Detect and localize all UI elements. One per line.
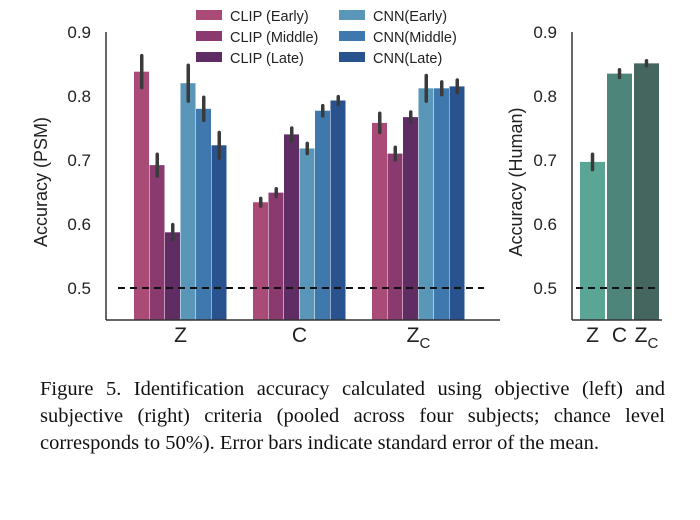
- bar: [284, 134, 299, 320]
- bar: [449, 86, 465, 321]
- bar: [149, 165, 165, 320]
- x-tick-label: ZC: [635, 324, 659, 352]
- bar: [634, 63, 659, 321]
- y-tick-label: 0.5: [67, 279, 91, 298]
- bar: [580, 161, 605, 320]
- legend-swatch: [196, 10, 222, 20]
- bar: [387, 153, 403, 320]
- x-tick-label: C: [292, 324, 307, 347]
- legend-swatch: [196, 52, 222, 62]
- right-bar-chart: 0.5 0.6 0.7 0.8 0.9 Accuracy (Human) Z C ZC: [506, 23, 662, 352]
- bar: [211, 145, 227, 320]
- bar: [165, 232, 180, 320]
- bar: [253, 202, 268, 320]
- bar: [180, 83, 196, 320]
- legend-label: CLIP (Middle): [230, 30, 318, 46]
- y-tick-label: 0.9: [67, 23, 91, 42]
- bar: [196, 108, 211, 320]
- legend-label: CLIP (Late): [230, 51, 304, 67]
- legend-label: CLIP (Early): [230, 9, 309, 25]
- bar: [372, 122, 387, 320]
- x-tick-label: C: [612, 324, 627, 347]
- figure-caption: Figure 5. Identification accuracy calcul…: [40, 378, 665, 454]
- y-axis-label: Accuracy (PSM): [31, 117, 51, 247]
- y-tick-label: 0.8: [67, 87, 91, 106]
- y-axis-label: Accuracy (Human): [506, 107, 526, 256]
- x-tick-label: ZC: [407, 324, 431, 352]
- y-tick-label: 0.6: [533, 215, 557, 234]
- bar: [403, 117, 418, 321]
- legend-swatch: [339, 10, 365, 20]
- y-tick-label: 0.6: [67, 215, 91, 234]
- bar: [330, 100, 346, 320]
- bar: [315, 110, 330, 320]
- bar: [434, 88, 449, 320]
- bar: [607, 73, 632, 320]
- x-tick-label: Z: [174, 324, 187, 347]
- y-tick-label: 0.9: [533, 23, 557, 42]
- y-tick-label: 0.8: [533, 87, 557, 106]
- y-tick-label: 0.5: [533, 279, 557, 298]
- legend-swatch: [196, 31, 222, 41]
- y-tick-label: 0.7: [67, 151, 91, 170]
- x-tick-label: Z: [586, 324, 599, 347]
- legend-swatch: [339, 31, 365, 41]
- y-tick-label: 0.7: [533, 151, 557, 170]
- legend-label: CNN(Early): [373, 9, 447, 25]
- legend-swatch: [339, 52, 365, 62]
- bar: [299, 148, 315, 320]
- legend-label: CNN(Late): [373, 51, 442, 67]
- bar: [134, 71, 149, 321]
- legend-label: CNN(Middle): [373, 30, 457, 46]
- bar: [418, 88, 434, 320]
